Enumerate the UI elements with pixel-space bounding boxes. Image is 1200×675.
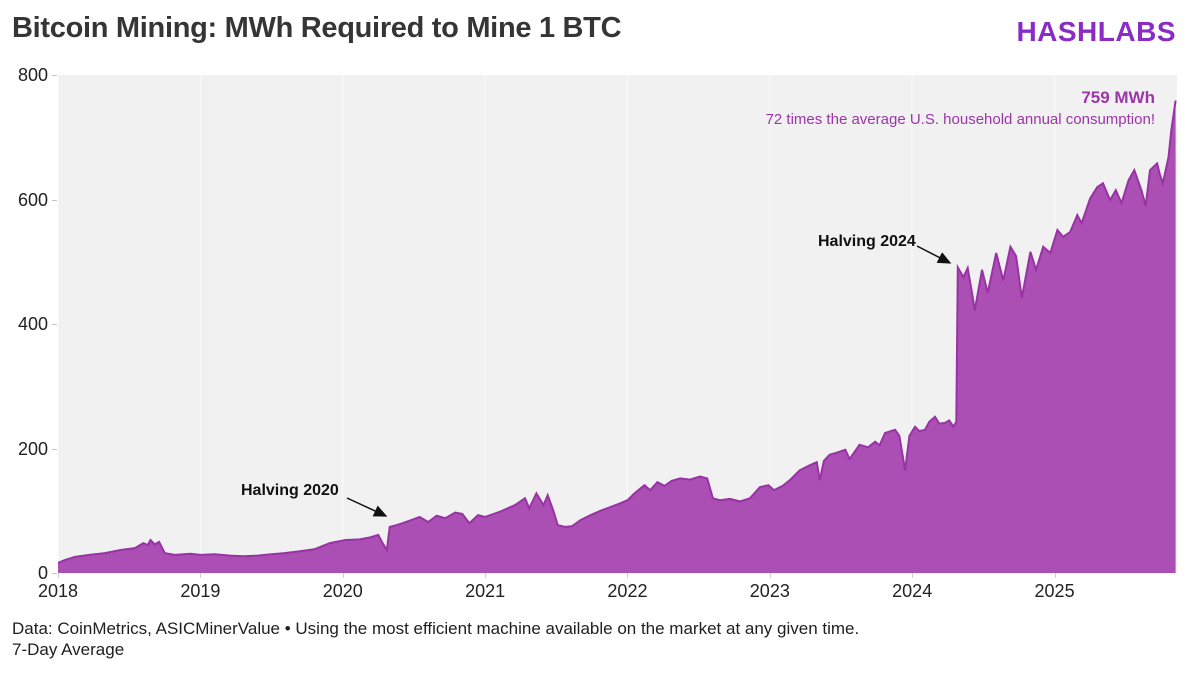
mwh-line-series <box>58 100 1177 564</box>
x-tick-label: 2022 <box>607 581 648 601</box>
y-tick-label: 600 <box>17 189 48 210</box>
y-tick-label: 0 <box>37 563 48 583</box>
y-tick-mark <box>52 448 57 450</box>
x-tick-label: 2018 <box>37 581 79 601</box>
x-tick-label: 2021 <box>465 581 506 601</box>
x-tick-label: 2025 <box>1034 581 1075 601</box>
y-tick-label: 200 <box>17 438 48 459</box>
x-tick-mark <box>200 573 202 578</box>
halving-2024-label: Halving 2024 <box>818 233 916 250</box>
halving-2020-label: Halving 2020 <box>241 482 339 499</box>
mwh-area-series <box>58 100 1176 573</box>
x-tick-mark <box>769 573 771 578</box>
x-tick-mark <box>912 573 914 578</box>
x-tick-mark <box>627 573 629 578</box>
area-chart <box>58 75 1177 573</box>
y-tick-mark <box>52 199 57 201</box>
peak-note-label: 72 times the average U.S. household annu… <box>765 111 1155 128</box>
plot-area <box>58 75 1177 573</box>
footer-average: 7-Day Average <box>12 640 125 659</box>
x-tick-label: 2024 <box>892 581 933 601</box>
page-title: Bitcoin Mining: MWh Required to Mine 1 B… <box>12 12 622 44</box>
x-tick-mark <box>485 573 487 578</box>
x-tick-mark <box>342 573 344 578</box>
x-tick-mark <box>58 573 59 578</box>
y-tick-mark <box>52 324 57 325</box>
footer-source: Data: CoinMetrics, ASICMinerValue • Usin… <box>12 619 860 638</box>
peak-value-label: 759 MWh <box>1081 88 1155 107</box>
x-tick-label: 2023 <box>749 581 790 601</box>
hashlabs-logo: HASHLABS <box>1016 16 1176 47</box>
y-tick-label: 800 <box>17 65 48 85</box>
y-tick-label: 400 <box>17 314 48 334</box>
x-tick-label: 2020 <box>322 581 363 601</box>
y-tick-mark <box>52 573 57 574</box>
x-tick-mark <box>1054 573 1056 578</box>
y-tick-mark <box>52 75 57 76</box>
x-tick-label: 2019 <box>180 581 221 601</box>
